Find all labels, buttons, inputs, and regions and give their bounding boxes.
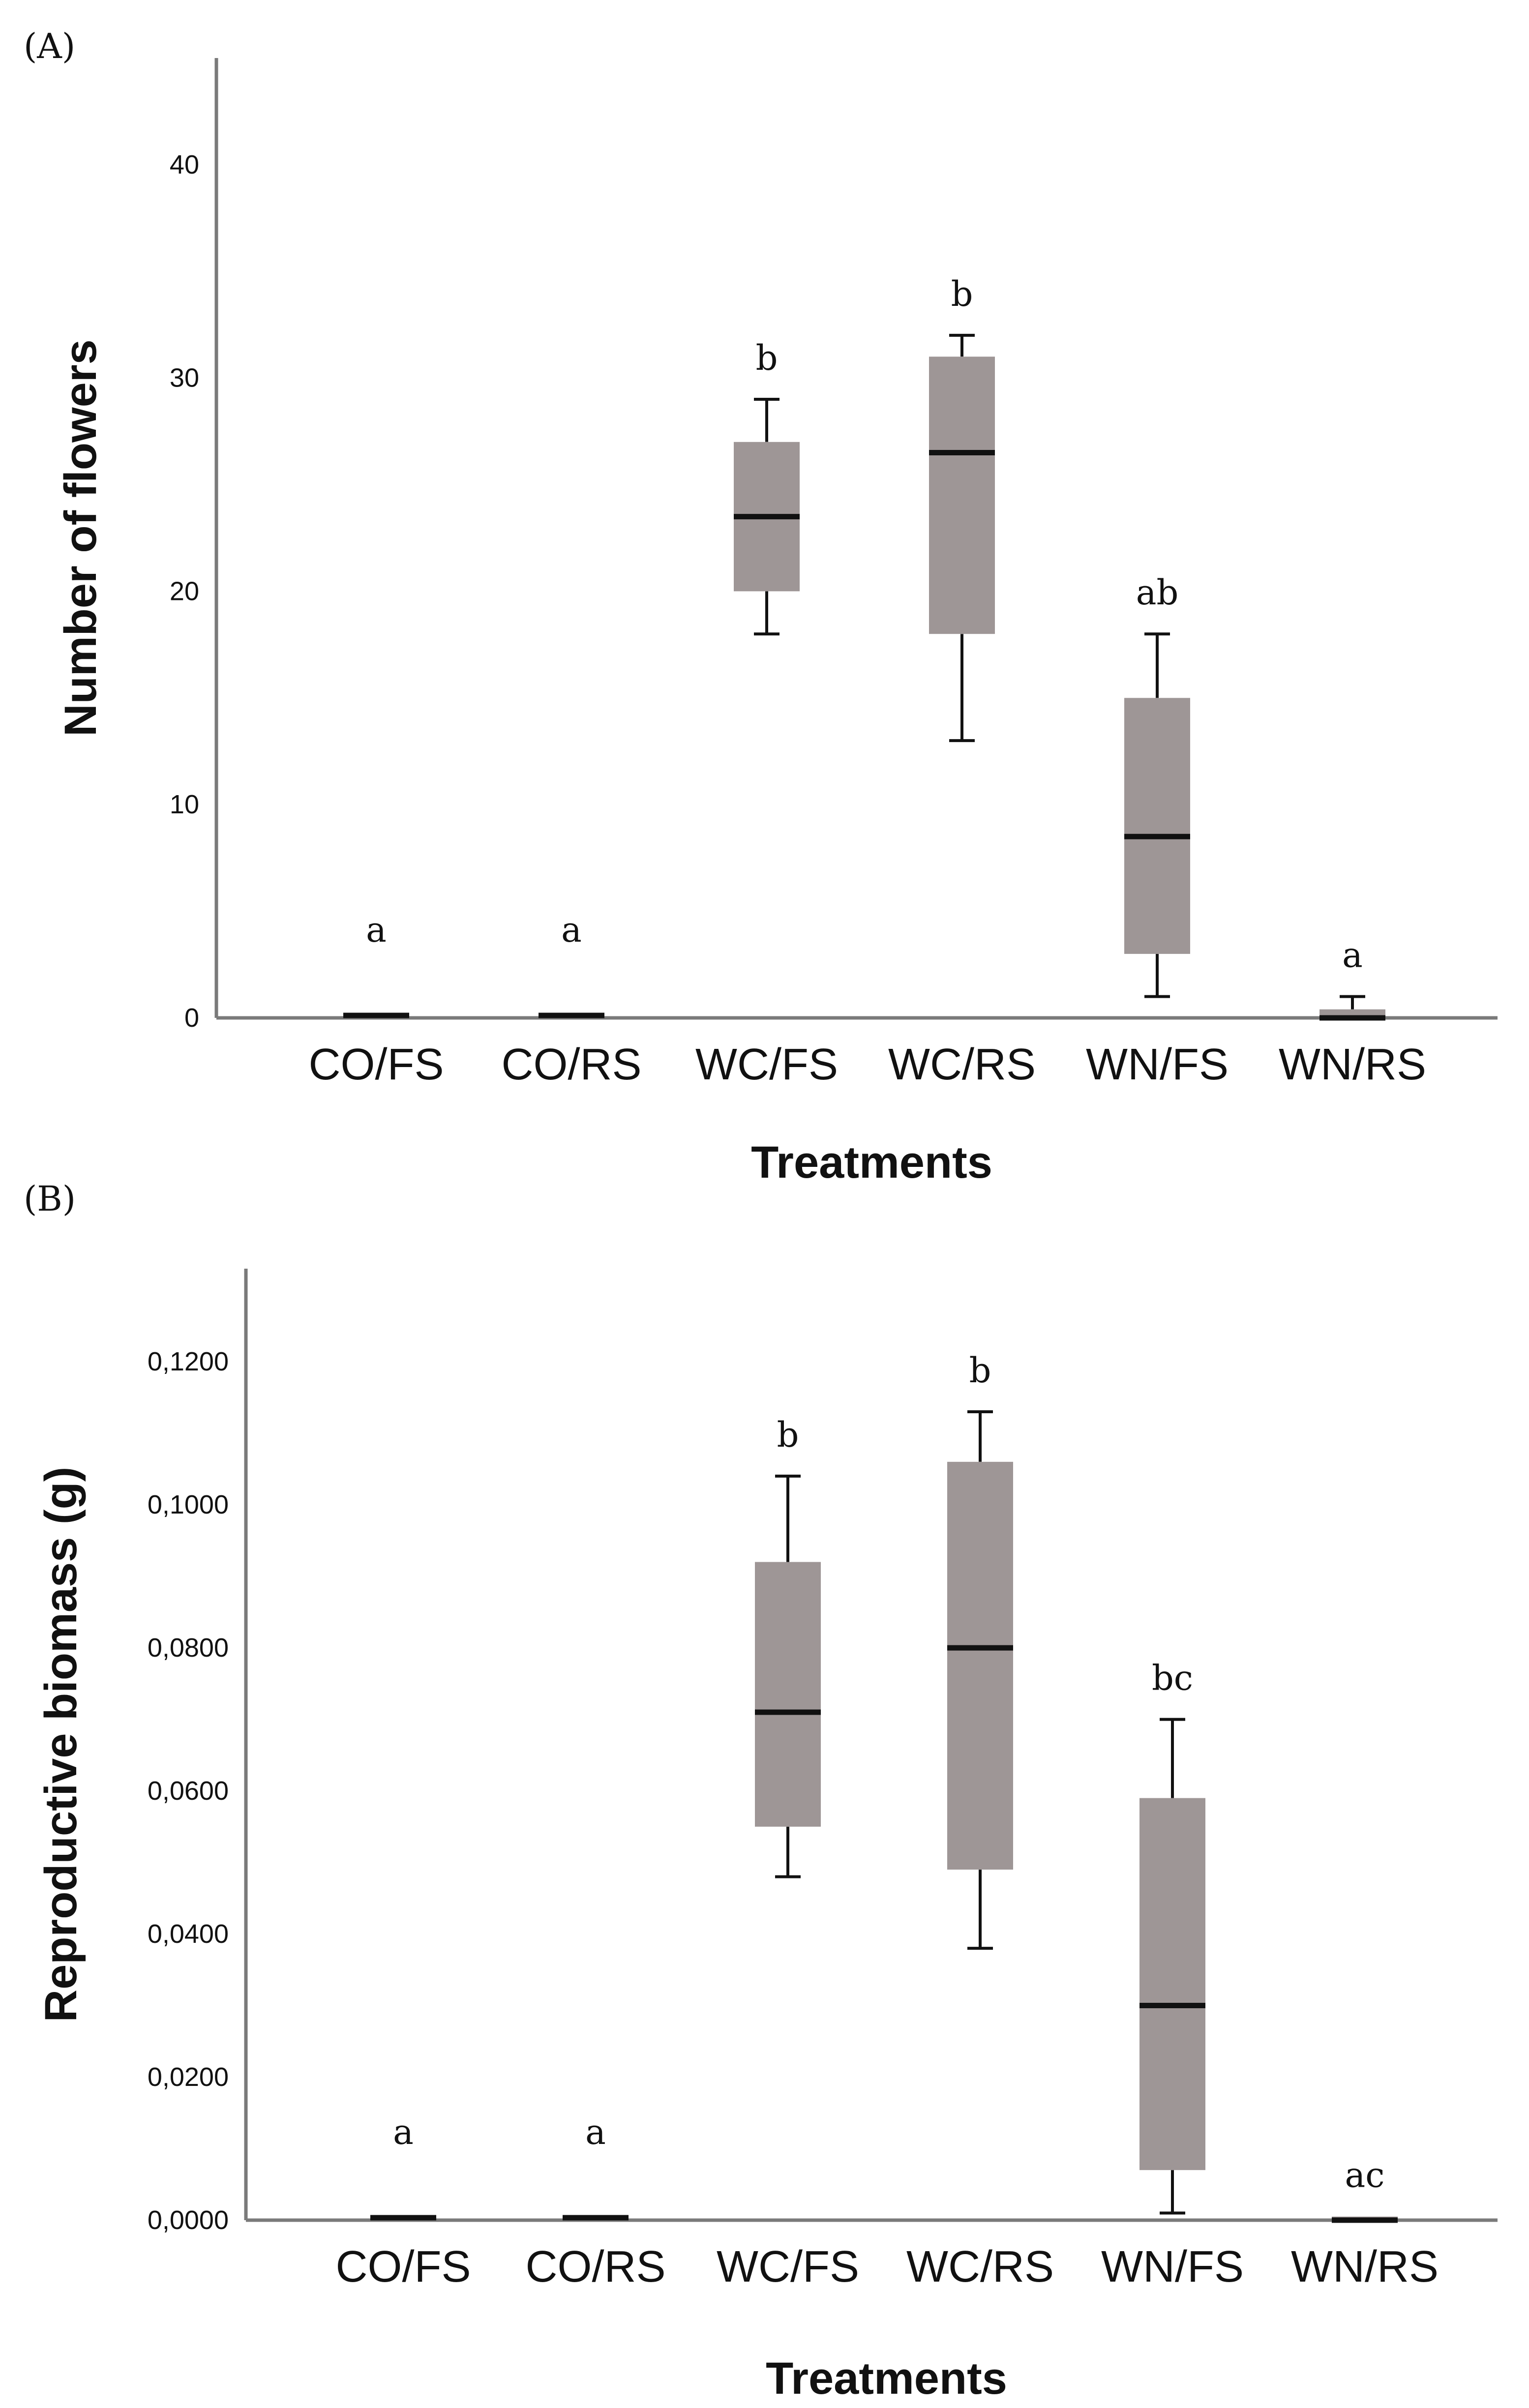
y-tick-label: 0,0200 <box>148 2062 229 2092</box>
box-co-rs: CO/RS a <box>525 2112 665 2291</box>
box-co-fs: CO/FS a <box>308 910 444 1089</box>
y-tick-label: 20 <box>170 576 199 606</box>
y-tick-label: 0,0000 <box>148 2205 229 2235</box>
significance-letter: ac <box>1345 2155 1385 2196</box>
panel-a: (A) 0 10 20 30 40 Number of flowers Treatments C… <box>24 26 1498 1188</box>
significance-letter: a <box>393 2112 414 2152</box>
box-wn-rs: WN/RS ac <box>1291 2155 1439 2291</box>
significance-letter: a <box>366 910 387 950</box>
x-tick-label: WN/RS <box>1291 2242 1439 2291</box>
y-tick-label: 0,0600 <box>148 1776 229 1806</box>
y-tick-label: 0,1200 <box>148 1347 229 1376</box>
y-tick-label: 10 <box>170 790 199 819</box>
box-wn-fs: WN/FS bc <box>1101 1658 1244 2291</box>
y-tick-label: 0,0400 <box>148 1919 229 1949</box>
significance-letter: b <box>969 1350 991 1391</box>
significance-letter: bc <box>1152 1658 1193 1698</box>
iqr-box <box>947 1461 1013 1870</box>
x-tick-label: WC/FS <box>695 1040 838 1089</box>
x-tick-label: WC/FS <box>717 2242 859 2291</box>
significance-letter: a <box>561 910 582 950</box>
x-tick-label: WN/RS <box>1279 1040 1426 1089</box>
x-axis-title: Treatments <box>766 2353 1007 2404</box>
panel-b: (B) 0,0000 0,0200 0,0400 0,0600 0,0800 0,1000 0… <box>24 1179 1498 2404</box>
significance-letter: a <box>585 2112 606 2152</box>
x-tick-label: CO/FS <box>308 1040 444 1089</box>
significance-letter: b <box>756 338 778 378</box>
iqr-box <box>929 357 995 634</box>
box-wn-rs: WN/RS a <box>1279 935 1426 1089</box>
x-tick-label: CO/FS <box>335 2242 471 2291</box>
x-tick-label: WC/RS <box>888 1040 1036 1089</box>
y-tick-label: 40 <box>170 150 199 179</box>
y-tick-label: 0,1000 <box>148 1490 229 1519</box>
iqr-box <box>755 1562 821 1827</box>
box-wc-rs: WC/RS b <box>888 274 1036 1089</box>
box-wc-fs: WC/FS b <box>717 1415 859 2291</box>
box-co-rs: CO/RS a <box>501 910 641 1089</box>
significance-letter: b <box>777 1415 799 1455</box>
y-tick-label: 0,0800 <box>148 1633 229 1663</box>
y-tick-label: 30 <box>170 363 199 393</box>
x-tick-label: WN/FS <box>1101 2242 1244 2291</box>
x-axis-title: Treatments <box>751 1137 992 1188</box>
x-tick-label: CO/RS <box>525 2242 665 2291</box>
box-wc-rs: WC/RS b <box>906 1350 1054 2291</box>
iqr-box <box>1124 698 1190 954</box>
y-axis-title: Reproductive biomass (g) <box>36 1467 86 2022</box>
box-wc-fs: WC/FS b <box>695 338 838 1089</box>
x-tick-label: WC/RS <box>906 2242 1054 2291</box>
x-tick-label: CO/RS <box>501 1040 641 1089</box>
significance-letter: a <box>1342 935 1363 976</box>
y-tick-label: 0 <box>184 1003 199 1033</box>
y-axis-title: Number of flowers <box>56 339 106 737</box>
box-co-fs: CO/FS a <box>335 2112 471 2291</box>
significance-letter: ab <box>1136 572 1179 613</box>
significance-letter: b <box>951 274 973 314</box>
box-wn-fs: WN/FS ab <box>1086 572 1229 1089</box>
iqr-box <box>1139 1798 1205 2170</box>
panel-label: (B) <box>24 1179 76 1219</box>
panel-label: (A) <box>24 26 75 66</box>
x-tick-label: WN/FS <box>1086 1040 1229 1089</box>
